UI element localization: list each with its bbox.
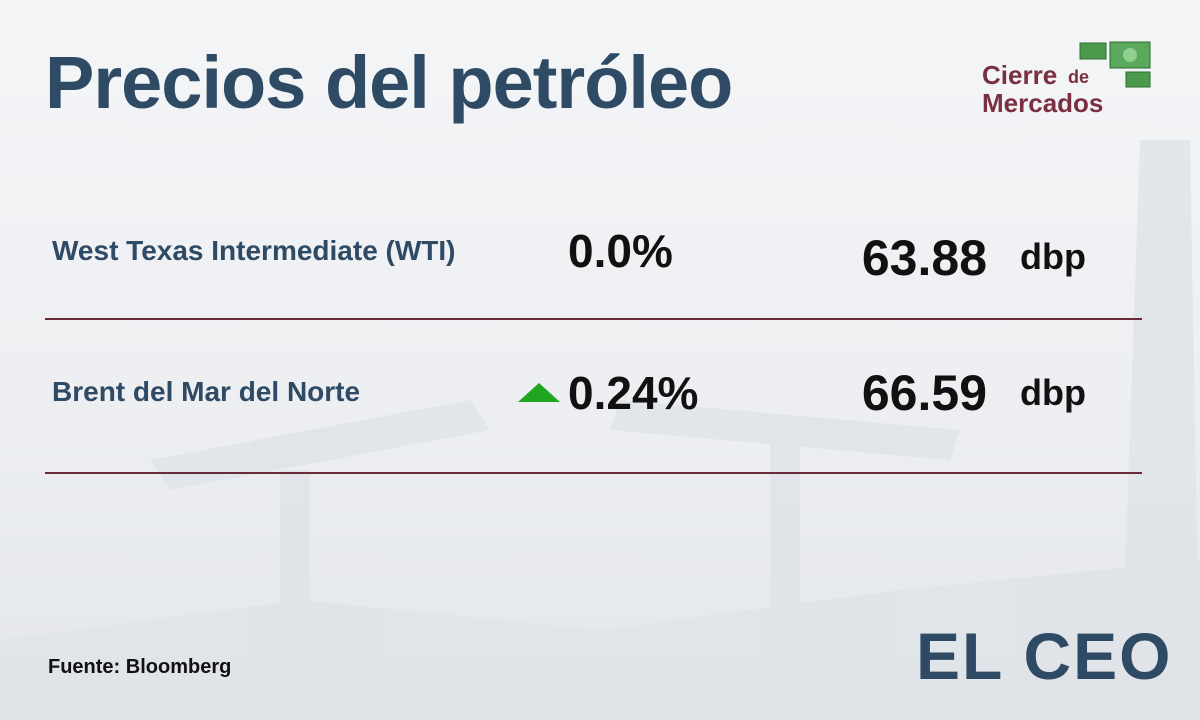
title: Precios del petróleo: [45, 41, 733, 124]
row-divider: [45, 472, 1142, 474]
row-name: Brent del Mar del Norte: [52, 376, 361, 407]
brand: EL CEO: [916, 619, 1173, 693]
row-divider: [45, 318, 1142, 320]
row-unit: dbp: [1020, 236, 1086, 277]
row-change: 0.0%: [568, 225, 673, 277]
row-name: West Texas Intermediate (WTI): [52, 235, 456, 266]
up-arrow: [518, 383, 560, 402]
row-change: 0.24%: [568, 367, 699, 419]
row-price: 63.88: [861, 230, 987, 286]
row-unit: dbp: [1020, 372, 1086, 413]
logo-line: de: [1068, 67, 1090, 87]
row-price: 66.59: [861, 365, 987, 421]
source: Fuente: Bloomberg: [48, 656, 232, 678]
logo-line: Mercados: [982, 88, 1104, 118]
logo-line: Cierre: [982, 60, 1058, 90]
money-icon: [1079, 41, 1151, 88]
